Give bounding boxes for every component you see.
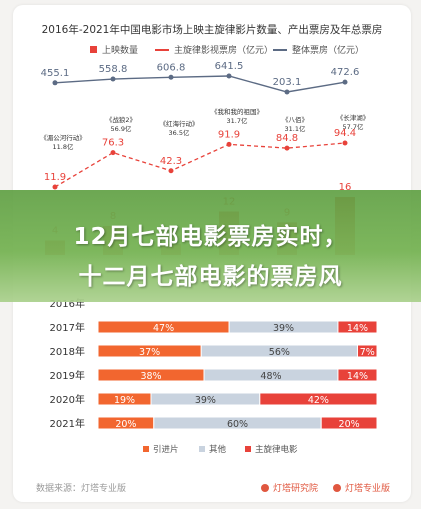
legend-item-theme-boxoffice: 主旋律影视票房（亿元） bbox=[155, 43, 273, 56]
film-annotation: 《长津湖》57.7亿 bbox=[337, 113, 370, 131]
share-legend-swatch bbox=[199, 446, 205, 452]
share-label: 39% bbox=[195, 395, 216, 406]
total-boxoffice-label: 472.6 bbox=[331, 67, 360, 78]
legend-label-theme-boxoffice: 主旋律影视票房（亿元） bbox=[174, 46, 274, 56]
headline-banner bbox=[0, 190, 421, 302]
year-label: 2017年 bbox=[50, 321, 85, 334]
share-label: 19% bbox=[114, 395, 135, 406]
film-annotation-title: 《八佰》 bbox=[282, 116, 308, 124]
share-segment bbox=[259, 392, 378, 406]
share-legend-swatch bbox=[245, 446, 251, 452]
year-label: 2020年 bbox=[50, 393, 85, 406]
share-segment bbox=[356, 344, 378, 358]
year-label: 2018年 bbox=[50, 345, 85, 358]
share-legend-label: 主旋律电影 bbox=[255, 444, 298, 455]
film-annotation-title: 《战狼2》 bbox=[106, 115, 136, 124]
share-segment bbox=[320, 416, 378, 430]
theme-boxoffice-label: 91.9 bbox=[218, 129, 240, 140]
logo-pro: 灯塔专业版 bbox=[333, 481, 390, 494]
film-annotation-title: 《长津湖》 bbox=[337, 113, 370, 122]
share-segment bbox=[337, 320, 378, 334]
film-annotation-title: 《湄公河行动》 bbox=[40, 133, 86, 142]
total-boxoffice-line bbox=[54, 75, 346, 93]
theme-boxoffice-point bbox=[52, 184, 58, 190]
theme-boxoffice-point bbox=[110, 150, 116, 156]
legend-swatch-theme-boxoffice bbox=[155, 48, 169, 51]
total-boxoffice-label: 455.1 bbox=[41, 68, 70, 79]
year-label: 2021年 bbox=[50, 417, 85, 430]
share-label: 48% bbox=[260, 371, 281, 382]
theme-boxoffice-point bbox=[342, 140, 348, 146]
total-boxoffice-point bbox=[110, 76, 116, 82]
total-boxoffice-label: 558.8 bbox=[99, 64, 128, 75]
total-boxoffice-point bbox=[284, 89, 290, 95]
film-annotation-title: 《我和我的祖国》 bbox=[211, 107, 263, 116]
share-label: 38% bbox=[140, 371, 161, 382]
film-annotation: 《红海行动》36.5亿 bbox=[160, 119, 199, 137]
film-annotation-value: 36.5亿 bbox=[169, 128, 190, 137]
theme-boxoffice-label: 94.4 bbox=[334, 128, 356, 139]
legend-label-total-boxoffice: 整体票房（亿元） bbox=[292, 46, 365, 56]
share-legend-label: 其他 bbox=[209, 444, 227, 455]
film-annotation: 《战狼2》56.9亿 bbox=[106, 115, 136, 133]
chart-title: 2016年-2021年中国电影市场上映主旋律影片数量、产出票房及年总票房 bbox=[41, 24, 383, 36]
film-annotation-title: 《红海行动》 bbox=[160, 119, 199, 128]
theme-boxoffice-label: 42.3 bbox=[160, 156, 182, 167]
share-label: 7% bbox=[360, 347, 375, 358]
share-segment bbox=[337, 368, 378, 382]
theme-boxoffice-point bbox=[284, 145, 290, 151]
total-boxoffice-label: 641.5 bbox=[215, 61, 244, 72]
film-annotation: 《湄公河行动》11.8亿 bbox=[40, 133, 86, 151]
headline-line-2: 十二月七部电影的票房风 bbox=[78, 264, 343, 290]
share-label: 20% bbox=[115, 419, 136, 430]
data-source: 数据来源：灯塔专业版 bbox=[36, 484, 127, 494]
share-label: 39% bbox=[273, 323, 294, 334]
legend-item-releases: 上映数量 bbox=[90, 43, 138, 56]
total-boxoffice-label: 606.8 bbox=[157, 62, 186, 73]
film-annotation-value: 11.8亿 bbox=[53, 142, 74, 151]
total-boxoffice-point bbox=[52, 80, 58, 86]
lighthouse-icon bbox=[333, 483, 341, 492]
share-legend-swatch bbox=[143, 446, 149, 452]
share-label: 20% bbox=[339, 419, 360, 430]
lighthouse-icon bbox=[261, 483, 269, 492]
film-annotation-value: 31.1亿 bbox=[285, 124, 306, 133]
total-boxoffice-label: 203.1 bbox=[273, 77, 302, 88]
share-label: 60% bbox=[227, 419, 248, 430]
share-label: 14% bbox=[347, 371, 368, 382]
film-annotation: 《我和我的祖国》31.7亿 bbox=[211, 107, 263, 125]
share-legend-label: 引进片 bbox=[153, 444, 179, 455]
theme-boxoffice-label: 76.3 bbox=[102, 138, 124, 149]
legend-swatch-total-boxoffice bbox=[273, 48, 287, 51]
theme-boxoffice-point bbox=[168, 168, 174, 174]
film-annotation: 《八佰》31.1亿 bbox=[282, 116, 308, 133]
releases-label: 16 bbox=[339, 182, 352, 193]
theme-boxoffice-label: 11.9 bbox=[44, 172, 66, 183]
share-label: 37% bbox=[139, 347, 160, 358]
logo-pro-text: 灯塔专业版 bbox=[345, 484, 391, 494]
year-label: 2019年 bbox=[50, 369, 85, 382]
share-label: 14% bbox=[347, 323, 368, 334]
share-label: 56% bbox=[269, 347, 290, 358]
legend-label-releases: 上映数量 bbox=[102, 46, 139, 56]
legend-item-total-boxoffice: 整体票房（亿元） bbox=[273, 43, 364, 56]
headline-line-1: 12月七部电影票房实时， bbox=[73, 224, 348, 250]
total-boxoffice-point bbox=[168, 74, 174, 80]
total-boxoffice-point bbox=[342, 79, 348, 85]
legend-swatch-releases bbox=[90, 46, 97, 53]
share-label: 42% bbox=[308, 395, 329, 406]
theme-boxoffice-line bbox=[54, 142, 346, 188]
film-annotation-value: 56.9亿 bbox=[111, 124, 132, 133]
logo-research-text: 灯塔研究院 bbox=[273, 484, 319, 494]
share-label: 47% bbox=[153, 323, 174, 334]
total-boxoffice-point bbox=[226, 73, 232, 79]
logo-research: 灯塔研究院 bbox=[261, 481, 318, 494]
film-annotation-value: 57.7亿 bbox=[343, 122, 364, 131]
film-annotation-value: 31.7亿 bbox=[227, 116, 248, 125]
theme-boxoffice-point bbox=[226, 141, 232, 147]
theme-boxoffice-label: 84.8 bbox=[276, 133, 298, 144]
